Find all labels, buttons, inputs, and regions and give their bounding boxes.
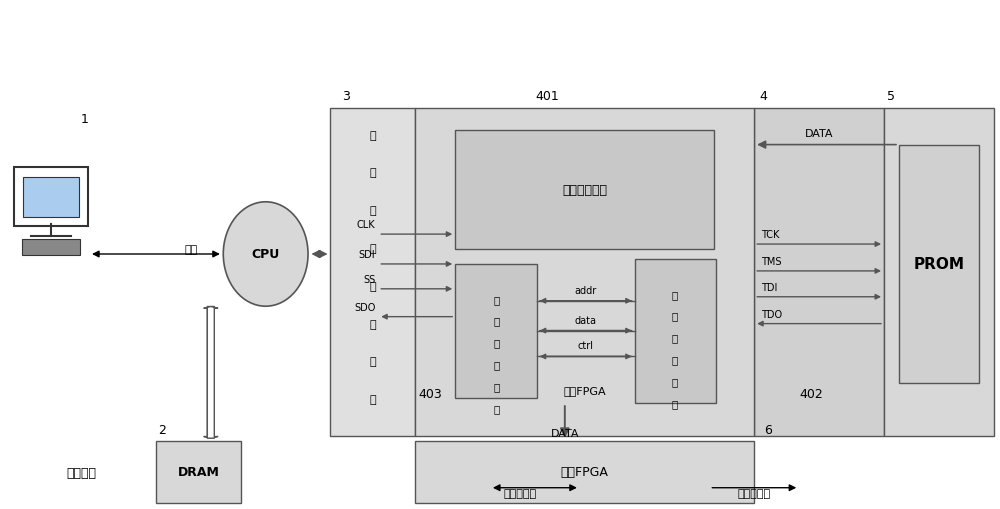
Text: SS: SS — [363, 274, 375, 285]
FancyBboxPatch shape — [884, 108, 994, 436]
Ellipse shape — [223, 203, 308, 306]
Text: 5: 5 — [887, 90, 895, 103]
Text: 转: 转 — [672, 333, 678, 343]
Text: 模: 模 — [370, 357, 376, 366]
Text: 中: 中 — [370, 281, 376, 291]
Text: 理: 理 — [370, 243, 376, 253]
Text: 4: 4 — [759, 90, 767, 103]
Text: 403: 403 — [418, 387, 442, 401]
Text: 块: 块 — [672, 399, 678, 408]
Text: 并行信号线: 并行信号线 — [503, 488, 537, 498]
Text: data: data — [575, 315, 597, 325]
Text: 块: 块 — [493, 403, 500, 413]
FancyBboxPatch shape — [330, 108, 415, 436]
Text: CLK: CLK — [357, 220, 375, 230]
Text: 模: 模 — [672, 377, 678, 386]
Text: 处: 处 — [370, 206, 376, 216]
Text: PROM: PROM — [913, 257, 964, 272]
Text: 3: 3 — [342, 90, 350, 103]
FancyBboxPatch shape — [23, 178, 79, 218]
Text: 远端主机: 远端主机 — [66, 466, 96, 479]
FancyBboxPatch shape — [455, 130, 714, 249]
Text: 1: 1 — [81, 112, 89, 125]
Text: 块: 块 — [370, 394, 376, 405]
Text: TMS: TMS — [761, 257, 782, 266]
Text: 换: 换 — [672, 355, 678, 365]
Text: SDO: SDO — [354, 302, 375, 312]
FancyBboxPatch shape — [635, 260, 716, 404]
Text: 处: 处 — [493, 338, 500, 348]
FancyBboxPatch shape — [455, 265, 537, 399]
Text: 据: 据 — [370, 168, 376, 178]
Text: 402: 402 — [799, 387, 823, 401]
Text: TCK: TCK — [761, 230, 780, 240]
Text: 模: 模 — [493, 382, 500, 391]
Text: DRAM: DRAM — [177, 465, 219, 478]
FancyBboxPatch shape — [754, 108, 884, 436]
FancyBboxPatch shape — [415, 108, 754, 436]
Text: TDO: TDO — [761, 309, 782, 319]
FancyBboxPatch shape — [14, 168, 88, 227]
Text: 401: 401 — [535, 90, 559, 103]
Text: SDI: SDI — [359, 249, 375, 260]
Text: 心: 心 — [370, 319, 376, 329]
FancyBboxPatch shape — [415, 441, 754, 503]
Text: DATA: DATA — [805, 128, 833, 138]
Text: 据: 据 — [493, 316, 500, 326]
FancyBboxPatch shape — [156, 441, 241, 503]
Text: 数据传输模块: 数据传输模块 — [562, 183, 607, 196]
FancyBboxPatch shape — [899, 145, 979, 384]
Text: 6: 6 — [764, 423, 772, 436]
Text: ctrl: ctrl — [578, 341, 594, 351]
Text: 并行信号线: 并行信号线 — [738, 488, 771, 498]
Text: 日标FPGA: 日标FPGA — [561, 465, 609, 478]
Text: 2: 2 — [158, 423, 166, 436]
FancyBboxPatch shape — [22, 240, 80, 256]
Text: 数: 数 — [493, 294, 500, 304]
Text: DATA: DATA — [551, 428, 579, 438]
Text: addr: addr — [575, 285, 597, 295]
Text: TDI: TDI — [761, 282, 778, 292]
Text: 数: 数 — [672, 289, 678, 299]
Text: 数: 数 — [370, 130, 376, 140]
Text: 据: 据 — [672, 311, 678, 321]
Text: 网络: 网络 — [184, 244, 197, 254]
Text: 理: 理 — [493, 360, 500, 370]
Text: CPU: CPU — [252, 248, 280, 261]
Text: 控制FPGA: 控制FPGA — [563, 385, 606, 395]
